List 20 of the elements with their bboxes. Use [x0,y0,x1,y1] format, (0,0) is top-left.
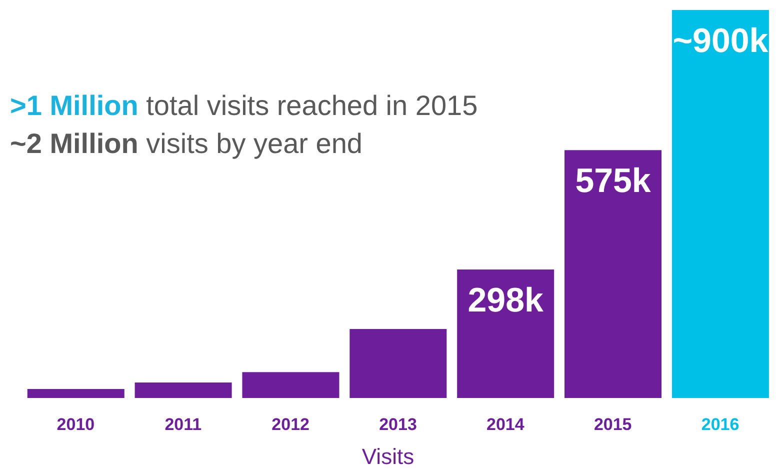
headline-text: >1 Million total visits reached in 2015 [10,90,478,122]
x-tick-label: 2012 [272,415,310,434]
x-tick-label: 2013 [379,415,417,434]
data-label: 298k [468,282,544,320]
x-tick-label: 2016 [701,415,740,434]
x-tick-label: 2011 [164,415,202,434]
bar [672,10,769,398]
bar [134,382,232,398]
bar [27,388,124,398]
x-tick-label: 2010 [56,415,95,434]
x-axis-title: Visits [360,444,416,469]
data-label: 575k [575,162,651,200]
headline-text: ~2 Million visits by year end [10,128,362,160]
x-tick-label: 2015 [594,415,632,434]
x-tick-label: 2014 [486,415,525,434]
bar [350,329,447,398]
bar [564,150,662,398]
bar [457,270,554,398]
data-label: ~900k [672,22,768,60]
bar [242,372,340,398]
